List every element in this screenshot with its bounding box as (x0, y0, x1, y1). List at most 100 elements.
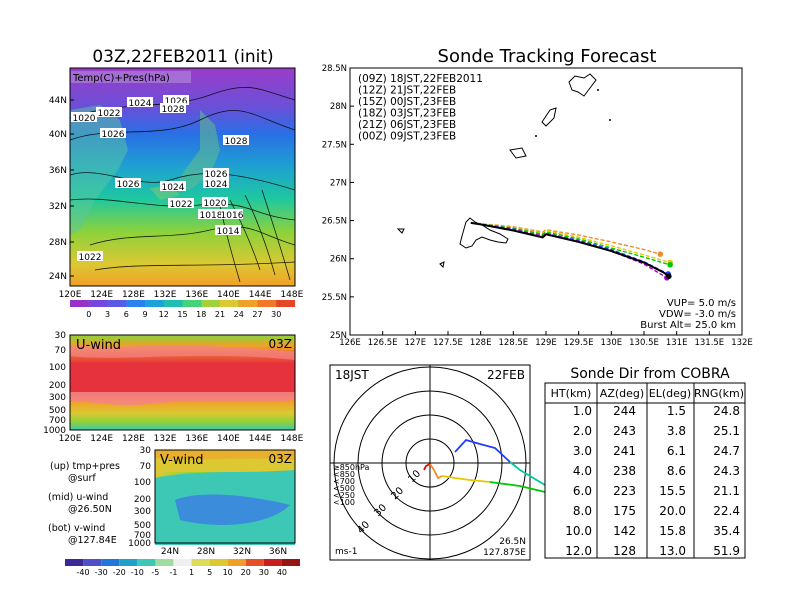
y-tick-label: 26.5N (322, 217, 347, 227)
vwind-x-label: 24N (161, 547, 179, 557)
cobra-table: HT(km) AZ(deg) EL(deg) RNG(km) 1.0 244 1.5 24.… (544, 382, 746, 559)
isobar-label: 1024 (205, 180, 228, 190)
isobar-label: 1026 (102, 130, 125, 140)
isobar-label: 1022 (79, 253, 102, 263)
y-tick-label: 26N (330, 255, 347, 265)
vwind-y-label: 30 (140, 446, 152, 456)
note-up-sub: @surf (68, 473, 96, 484)
y-tick-label: 28.5N (322, 64, 347, 74)
x-tick-label: 126E (339, 338, 361, 348)
vwind-title: V-wind (160, 453, 204, 468)
wind-cbar-tick: -10 (131, 568, 144, 577)
temp-cbar-tick: 9 (142, 310, 147, 319)
table-cell: 13.0 (659, 544, 686, 558)
lat-tick-label: 40N (49, 130, 67, 140)
temp-cbar-cell (182, 300, 202, 307)
vwind-x-label: 36N (269, 547, 287, 557)
lon-tick-label: 148E (280, 290, 303, 300)
uwind-y-label: 30 (55, 331, 67, 341)
isobar-label: 1020 (204, 199, 227, 209)
legend-entry: (12Z) 21JST,22FEB (358, 85, 456, 97)
temp-cbar-cell (276, 300, 295, 307)
x-tick-label: 129E (535, 338, 557, 348)
map-overlay-label: Temp(C)+Pres(hPa) (72, 73, 170, 84)
temp-cbar-tick: 15 (177, 310, 187, 319)
wind-cbar-tick: 20 (241, 568, 251, 577)
vwind-x-label: 32N (233, 547, 251, 557)
lat-tick-label: 28N (49, 238, 67, 248)
lon-tick-label: 132E (154, 290, 177, 300)
temp-cbar-tick: 21 (215, 310, 225, 319)
table-cell: 24.3 (713, 464, 740, 478)
wind-cbar-tick: 30 (259, 568, 269, 577)
map-title: 03Z,22FEB2011 (init) (92, 47, 273, 67)
x-tick-label: 128E (470, 338, 492, 348)
isobar-label: 1020 (73, 114, 96, 124)
vwind-y-label: 200 (134, 495, 151, 505)
wind-cbar-tick: 5 (207, 568, 212, 577)
uwind-x-label: 124E (90, 434, 113, 444)
temp-cbar-tick: 27 (252, 310, 262, 319)
cobra-title: Sonde Dir from COBRA (570, 366, 730, 382)
tracking-plot (349, 67, 743, 336)
table-cell: 24.8 (713, 404, 740, 418)
hodograph: 10 20 30 40 18JST 22FEB ≥850hPa<850<700<… (329, 364, 569, 561)
vwind-y-label: 70 (140, 462, 152, 472)
wind-cbar-cell (173, 559, 192, 566)
uwind-title: U-wind (76, 338, 121, 353)
table-cell: 241 (613, 444, 636, 458)
temp-cbar-cell (220, 300, 239, 307)
table-cell: 21.1 (713, 484, 740, 498)
temp-cbar-cell (88, 300, 108, 307)
lat-tick-label: 44N (49, 96, 67, 106)
x-tick-label: 130.5E (629, 338, 659, 348)
hodo-date: 22FEB (487, 368, 525, 382)
temp-cbar-cell (70, 300, 89, 307)
wind-cbar-cell (281, 559, 300, 566)
track-line (470, 222, 671, 264)
table-cell: 175 (613, 504, 636, 518)
wind-cbar-cell (119, 559, 138, 566)
panel-notes: (up) tmp+pres @surf (mid) u-wind @26.50N… (48, 461, 120, 546)
isobar-label: 1028 (225, 137, 248, 147)
vwind-y-label: 100 (134, 478, 151, 488)
y-tick-label: 27N (330, 178, 347, 188)
y-tick-label: 27.5N (322, 140, 347, 150)
isobar-label: 1026 (165, 97, 188, 107)
isobar-label: 1026 (117, 180, 140, 190)
uwind-y-label: 300 (49, 393, 66, 403)
lon-tick-label: 120E (59, 290, 82, 300)
uwind-x-label: 136E (185, 434, 208, 444)
hodo-level-legend: <500 (333, 484, 355, 493)
uwind-x-label: 132E (154, 434, 177, 444)
table-cell: 1.5 (667, 404, 686, 418)
x-tick-label: 126.5E (368, 338, 398, 348)
note-up: (up) tmp+pres (50, 461, 120, 472)
vwind-time: 03Z (269, 452, 293, 466)
legend-entry: (09Z) 18JST,22FEB2011 (358, 73, 483, 85)
note-mid: (mid) u-wind (48, 492, 108, 503)
table-header: HT(km) (551, 387, 592, 400)
temp-cbar-tick: 30 (271, 310, 281, 319)
x-tick-label: 128.5E (498, 338, 528, 348)
table-cell: 8.0 (573, 504, 592, 518)
wind-cbar-cell (83, 559, 102, 566)
lat-tick-label: 36N (49, 166, 67, 176)
hodo-lat: 26.5N (499, 537, 526, 547)
note-bot: (bot) v-wind (48, 523, 105, 534)
table-cell: 15.5 (659, 484, 686, 498)
isobar-label: 1028 (162, 105, 185, 115)
table-cell: 3.0 (573, 444, 592, 458)
table-cell: 4.0 (573, 464, 592, 478)
table-header: AZ(deg) (600, 387, 644, 400)
param-vdw: VDW= -3.0 m/s (659, 309, 736, 320)
isobar-label: 1024 (129, 99, 152, 109)
isobar-label: 1014 (217, 227, 240, 237)
param-vup: VUP= 5.0 m/s (667, 298, 736, 309)
table-cell: 243 (613, 424, 636, 438)
temp-cbar-cell (238, 300, 258, 307)
isobar-label: 1016 (221, 211, 244, 221)
table-header: RNG(km) (694, 387, 744, 400)
wind-cbar-cell (191, 559, 210, 566)
